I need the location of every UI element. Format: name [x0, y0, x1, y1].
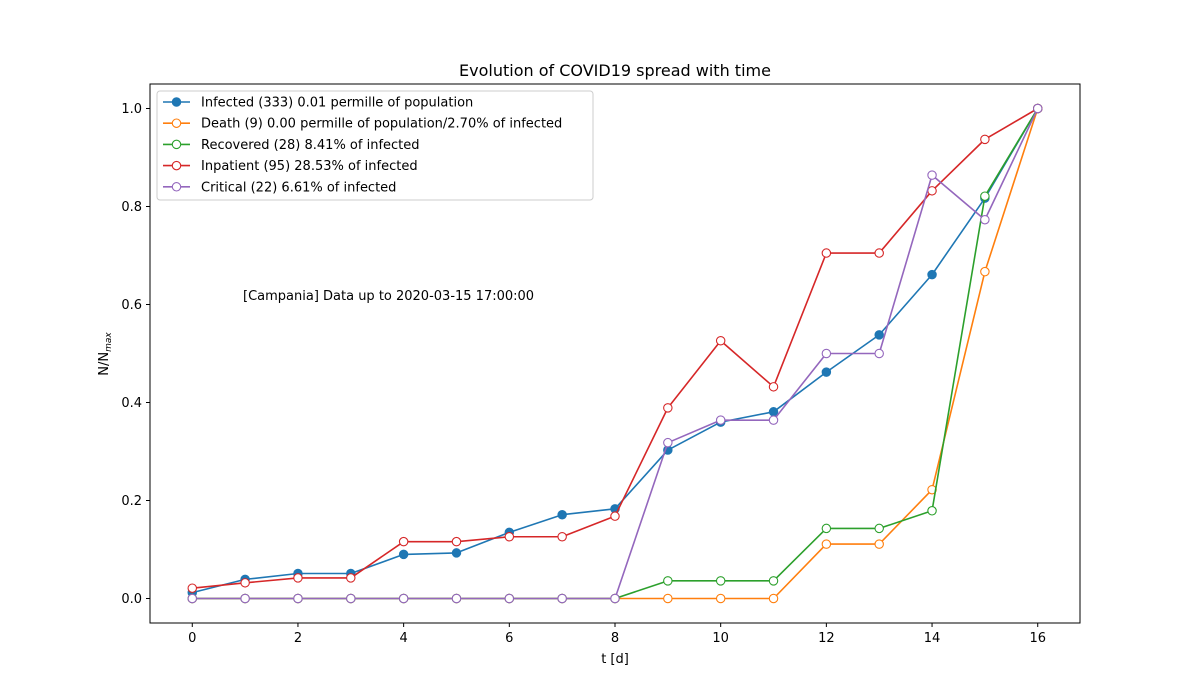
data-point	[451, 548, 462, 558]
legend-label: Death (9) 0.00 permille of population/2.…	[201, 117, 562, 132]
data-point	[557, 532, 567, 542]
legend-marker	[171, 139, 182, 150]
legend-entry: Critical (22) 6.61% of infected	[163, 180, 396, 195]
series-group	[187, 103, 1043, 604]
legend-label: Inpatient (95) 28.53% of infected	[201, 159, 418, 174]
data-point	[821, 367, 832, 377]
data-point	[927, 269, 937, 280]
data-point	[187, 593, 198, 604]
data-point	[557, 593, 567, 604]
y-tick-label: 0.2	[121, 494, 142, 509]
data-point	[451, 536, 462, 547]
data-point	[715, 576, 726, 586]
y-tick-label: 0.4	[121, 396, 142, 411]
y-tick-label: 0.8	[121, 200, 142, 215]
series-4	[187, 103, 1043, 593]
series-5	[187, 103, 1043, 604]
data-point	[821, 348, 832, 359]
data-point	[663, 437, 673, 448]
data-point	[240, 578, 250, 588]
legend-marker	[171, 118, 182, 128]
data-point	[821, 523, 832, 534]
data-point	[557, 509, 567, 520]
data-point	[768, 593, 779, 604]
x-tick-label: 12	[818, 631, 835, 646]
x-tick-label: 6	[505, 631, 513, 646]
legend-label: Critical (22) 6.61% of infected	[201, 180, 396, 195]
x-tick-label: 14	[924, 631, 941, 646]
data-point	[768, 382, 779, 392]
data-point	[398, 593, 409, 604]
legend-entry: Infected (333) 0.01 permille of populati…	[163, 96, 473, 111]
legend-marker	[171, 182, 182, 192]
data-point	[504, 532, 515, 542]
data-point	[874, 248, 884, 258]
data-point	[398, 536, 409, 547]
y-axis-label-subscript: max	[104, 332, 114, 352]
data-point	[715, 593, 726, 604]
data-point	[874, 539, 884, 549]
x-axis-label: t [d]	[601, 652, 629, 667]
y-tick-label: 1.0	[121, 102, 142, 117]
x-tick-label: 10	[712, 631, 729, 646]
legend: Infected (333) 0.01 permille of populati…	[156, 90, 594, 201]
data-point	[663, 593, 673, 604]
data-point	[821, 539, 832, 549]
data-point	[768, 576, 779, 586]
data-point	[874, 523, 884, 534]
legend-box	[156, 90, 594, 201]
data-point	[663, 403, 673, 413]
data-point	[346, 573, 356, 583]
y-tick-label: 0.6	[121, 298, 142, 313]
x-tick-label: 8	[611, 631, 619, 646]
data-point	[874, 348, 884, 359]
data-point	[768, 407, 779, 417]
data-point	[980, 134, 990, 145]
legend-entry: Recovered (28) 8.41% of infected	[163, 138, 420, 153]
data-point	[980, 266, 990, 277]
data-point	[715, 336, 726, 346]
legend-label: Recovered (28) 8.41% of infected	[201, 138, 420, 153]
data-point	[1032, 103, 1043, 114]
data-point	[927, 170, 937, 180]
x-tick-label: 0	[188, 631, 196, 646]
legend-entry: Inpatient (95) 28.53% of infected	[163, 159, 418, 174]
data-point	[187, 583, 198, 593]
data-point	[346, 593, 356, 604]
y-tick-label: 0.0	[121, 592, 142, 607]
legend-marker	[171, 160, 182, 171]
data-point	[927, 506, 937, 516]
y-axis-label: N/Nmax	[97, 332, 114, 376]
data-point	[874, 330, 884, 340]
data-point	[610, 593, 620, 604]
data-point	[715, 415, 726, 425]
legend-marker	[171, 97, 182, 107]
data-point	[980, 191, 990, 201]
x-tick-label: 2	[294, 631, 302, 646]
x-tick-label: 4	[399, 631, 407, 646]
y-axis-label-main: N/N	[97, 352, 112, 376]
data-point	[398, 549, 409, 560]
data-point	[768, 415, 779, 425]
data-point	[663, 576, 673, 586]
x-tick-label: 16	[1029, 631, 1046, 646]
legend-entry: Death (9) 0.00 permille of population/2.…	[163, 117, 562, 132]
data-point	[980, 214, 990, 225]
axis-ticks: 0 2 4 6 8 10 12 14 16 0.0 0.2 0.4 0.6 0.8 1.0	[121, 102, 1046, 646]
legend-label: Infected (333) 0.01 permille of populati…	[201, 96, 473, 111]
data-point	[504, 593, 515, 604]
data-point	[451, 593, 462, 604]
data-point	[293, 573, 303, 583]
data-point	[610, 511, 620, 521]
data-point	[240, 593, 250, 604]
data-point	[293, 593, 303, 604]
data-annotation: [Campania] Data up to 2020-03-15 17:00:0…	[243, 289, 534, 304]
data-point	[821, 248, 832, 258]
chart-title: Evolution of COVID19 spread with time	[459, 61, 771, 80]
